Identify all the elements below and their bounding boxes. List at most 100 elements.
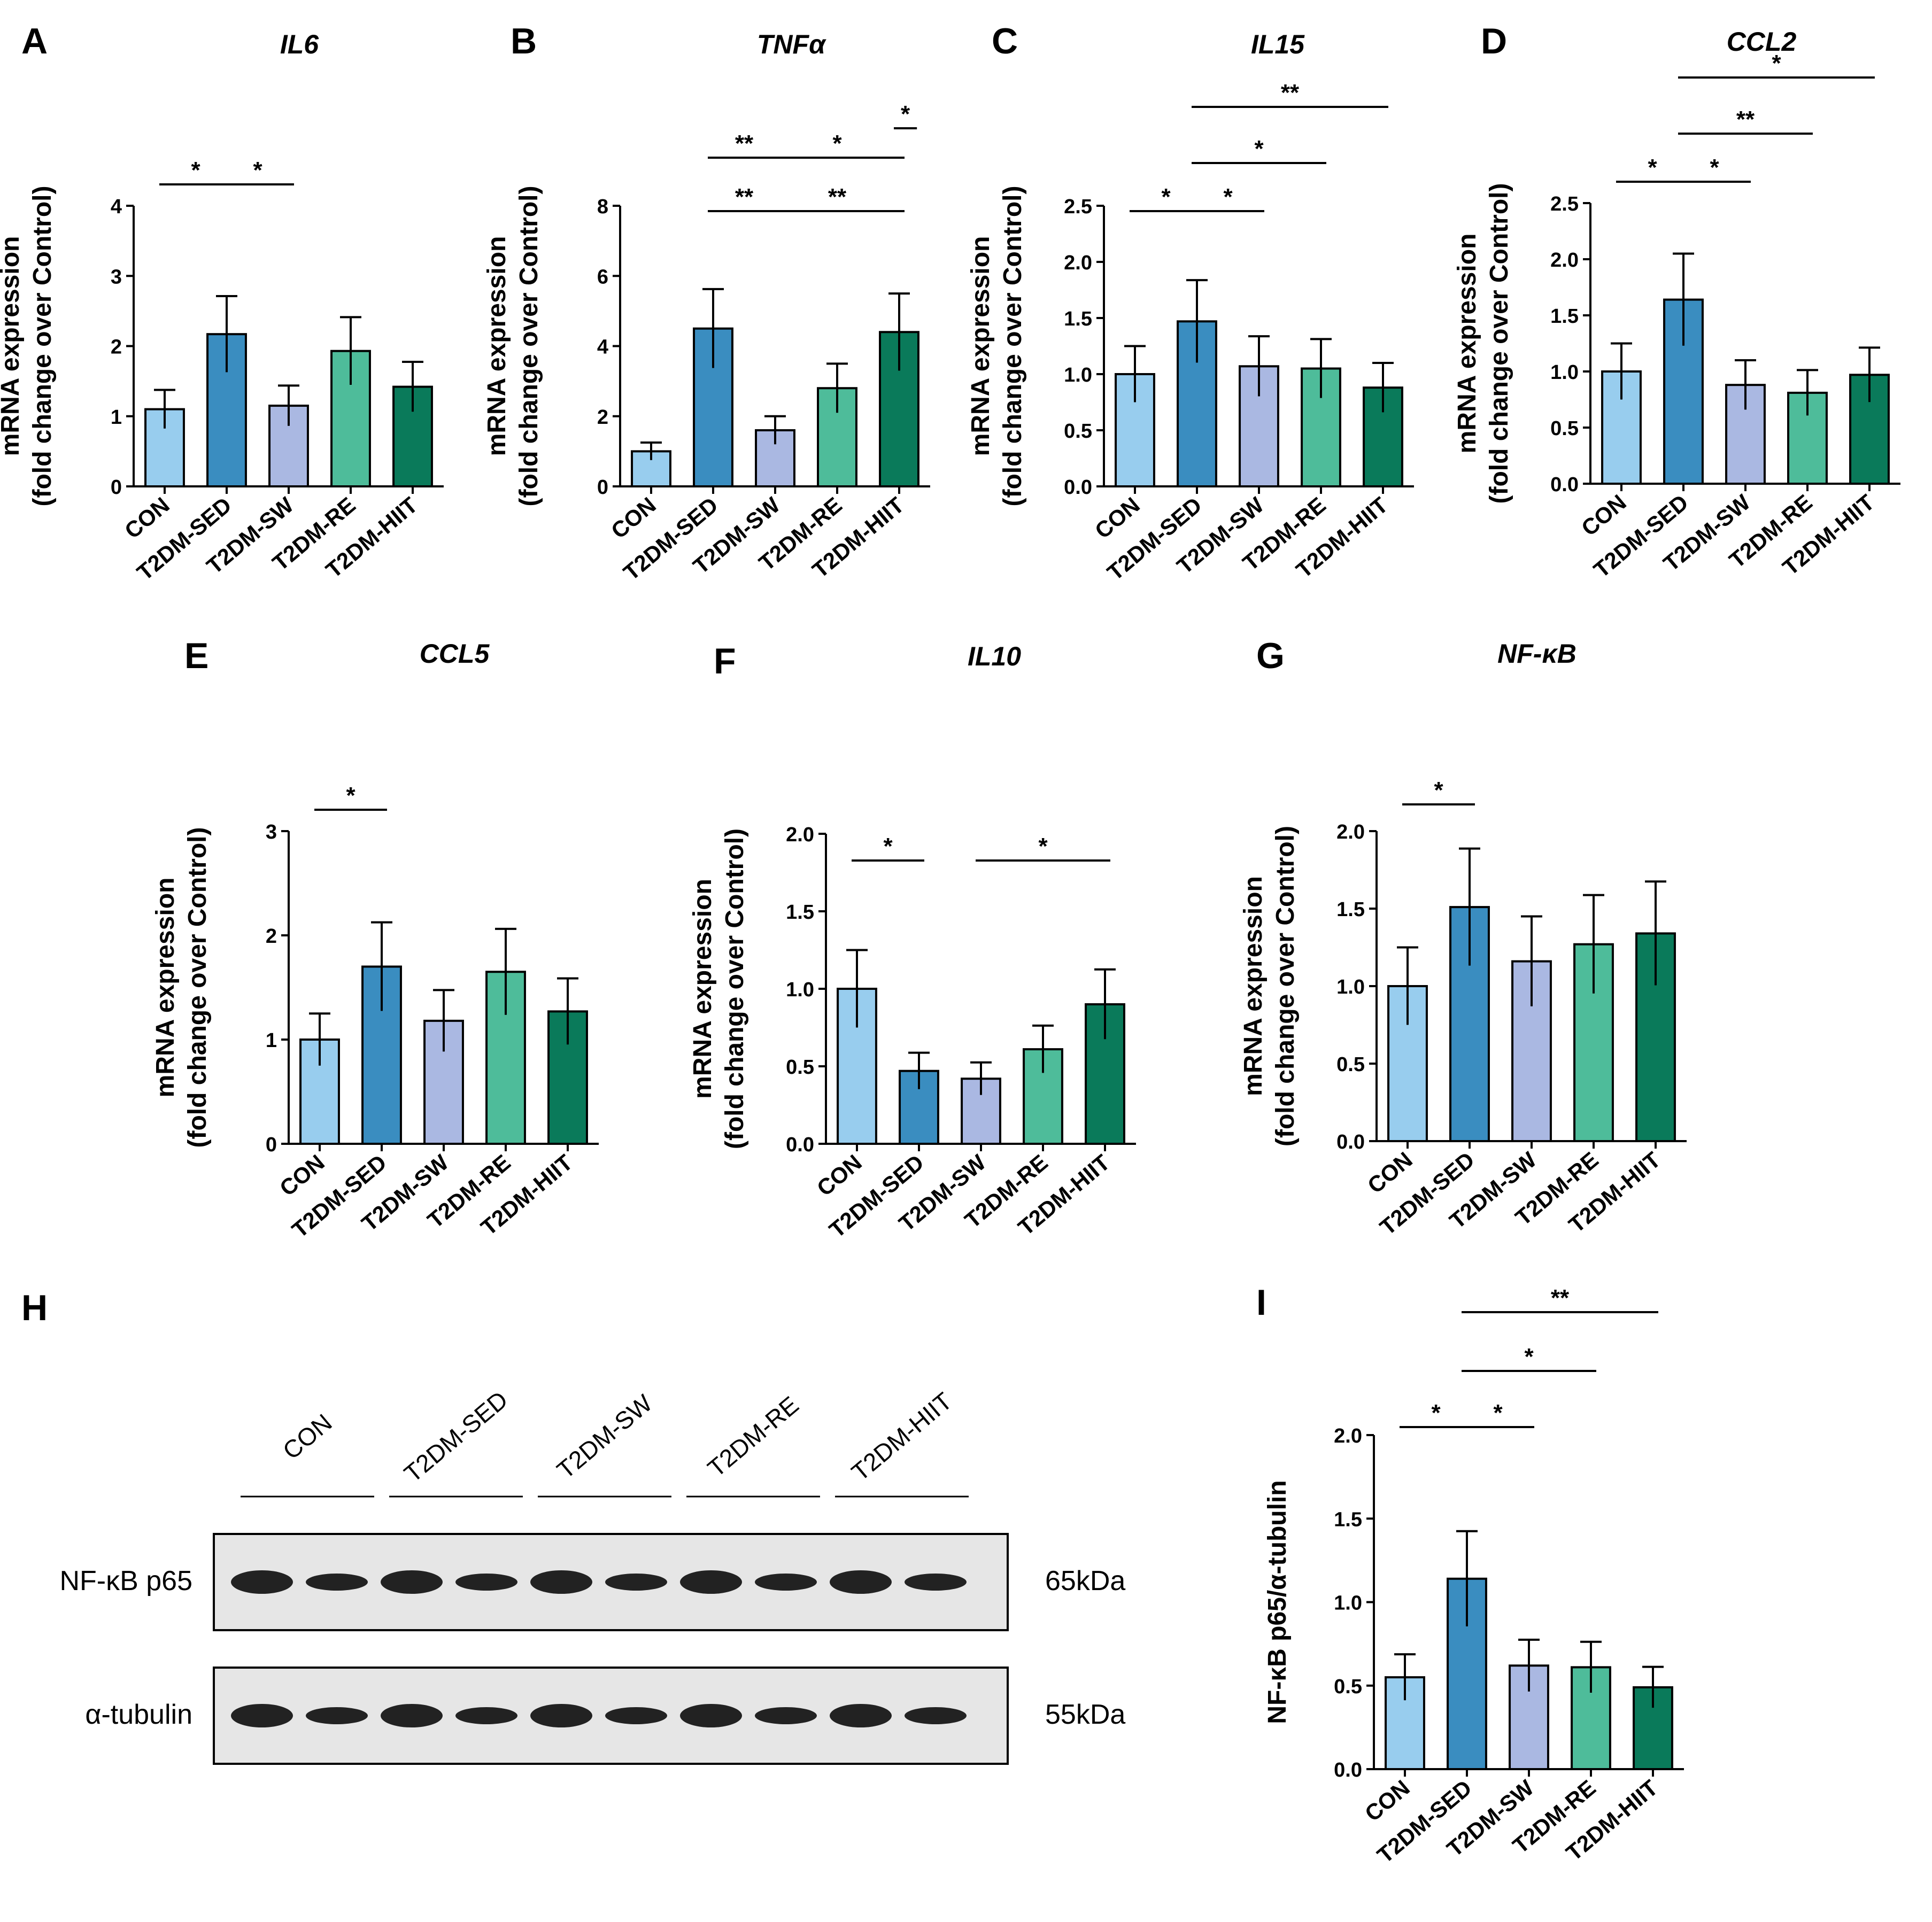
sig-label: ** (1736, 106, 1755, 133)
band (830, 1570, 892, 1594)
y-tick-label: 0.0 (786, 1134, 814, 1156)
blot-row-label: α-tubulin (85, 1699, 192, 1730)
panel-letter: B (511, 21, 537, 61)
y-tick-label: 0 (597, 476, 608, 499)
band (381, 1704, 443, 1727)
y-axis-label: mRNA expression (1239, 876, 1268, 1096)
bar (817, 387, 857, 487)
panel-letter: I (1256, 1282, 1266, 1323)
panel-letter: C (992, 21, 1018, 61)
y-tick-label: 2.0 (1550, 249, 1579, 272)
sig-label: * (1434, 777, 1443, 803)
y-tick-label: 0.0 (1064, 476, 1092, 499)
chart-title: TNFα (757, 29, 826, 59)
x-tick-label: CON (1360, 1775, 1415, 1826)
y-tick-label: 2.0 (1064, 252, 1092, 274)
y-tick-label: 0.5 (1550, 417, 1579, 440)
x-tick-label: CON (812, 1150, 867, 1201)
y-tick-label: 0.5 (786, 1056, 814, 1079)
x-tick-label: CON (1090, 492, 1145, 544)
sig-label: * (1431, 1400, 1441, 1426)
y-tick-label: 1.0 (1334, 1592, 1362, 1615)
chart-I: I0.00.51.01.52.0NF-κB p65/α-tubulinCONT2… (1256, 1282, 1684, 1868)
y-axis-label-2: (fold change over Control) (999, 186, 1027, 507)
blot-size-label: 65kDa (1045, 1565, 1125, 1596)
y-tick-label: 0.0 (1550, 474, 1579, 496)
x-tick-label: CON (1576, 490, 1631, 541)
y-tick-label: 1.0 (786, 979, 814, 1001)
y-tick-label: 1.5 (1334, 1508, 1362, 1531)
band (306, 1574, 368, 1591)
band (530, 1704, 592, 1727)
chart-title: IL10 (968, 641, 1021, 671)
sig-label: ** (828, 184, 847, 210)
band (830, 1704, 892, 1727)
panel-letter: A (21, 21, 48, 61)
band (231, 1704, 293, 1727)
y-axis-label-2: (fold change over Control) (28, 186, 57, 507)
y-tick-label: 0.0 (1334, 1759, 1362, 1781)
band (905, 1707, 967, 1724)
y-tick-label: 0.5 (1334, 1676, 1362, 1698)
y-tick-label: 3 (266, 821, 277, 843)
chart-title: IL6 (280, 29, 319, 59)
y-tick-label: 2.0 (1334, 1425, 1362, 1447)
y-tick-label: 4 (111, 196, 122, 218)
x-tick-label: CON (275, 1150, 329, 1201)
panel-letter: G (1256, 636, 1285, 676)
sig-label: * (253, 157, 262, 183)
y-tick-label: 4 (597, 336, 608, 359)
chart-D: D CCL2 0.0 0.5 1.0 1.5 2.0 2.5 mRNA expression (f… (1453, 21, 1900, 583)
y-tick-label: 0.5 (1336, 1053, 1365, 1076)
y-tick-label: 6 (597, 266, 608, 288)
y-tick-label: 0.0 (1336, 1131, 1365, 1153)
chart-title: CCL5 (420, 639, 490, 669)
y-tick-label: 2 (266, 925, 277, 948)
sig-label: * (1772, 50, 1781, 76)
sig-label: * (1710, 154, 1719, 181)
y-axis-label-2: (fold change over Control) (1271, 826, 1300, 1146)
sig-label: * (1524, 1344, 1534, 1370)
lane-label: T2DM-RE (702, 1391, 804, 1482)
chart-title: IL15 (1251, 29, 1305, 59)
panel-letter: F (714, 641, 736, 681)
y-tick-label: 1.5 (786, 901, 814, 924)
y-tick-label: 2.5 (1064, 196, 1092, 218)
panel-letter: D (1481, 21, 1507, 61)
band (306, 1707, 368, 1724)
y-tick-label: 2 (111, 336, 122, 359)
y-tick-label: 1.5 (1064, 308, 1092, 330)
y-axis-label: mRNA expression (151, 878, 180, 1098)
y-tick-label: 0.5 (1064, 420, 1092, 443)
y-tick-label: 1 (111, 406, 122, 429)
lane-label: T2DM-SW (552, 1389, 658, 1484)
chart-title: NF-κB (1497, 639, 1576, 669)
western-blot: H CON T2DM-SED T2DM-SW T2DM-RE T2DM-HIIT NF-κB… (21, 1288, 1125, 1765)
lane-label: T2DM-SED (399, 1385, 513, 1487)
sig-label: * (346, 782, 356, 809)
sig-label: * (901, 101, 910, 127)
sig-label: * (1254, 136, 1264, 162)
y-axis-label-2: (fold change over Control) (183, 827, 212, 1148)
y-axis-label: mRNA expression (967, 236, 995, 456)
band (605, 1707, 667, 1724)
y-tick-label: 8 (597, 196, 608, 218)
chart-G: G NF-κB 0.0 0.5 1.0 1.5 2.0 mRNA expression (fol… (1239, 636, 1687, 1240)
band (530, 1570, 592, 1594)
y-tick-label: 1.5 (1336, 898, 1365, 921)
bar (961, 1078, 1001, 1145)
y-tick-label: 2.5 (1550, 193, 1579, 215)
y-tick-label: 1.0 (1064, 364, 1092, 386)
sig-label: ** (1551, 1285, 1570, 1311)
y-tick-label: 2.0 (1336, 821, 1365, 843)
y-tick-label: 3 (111, 266, 122, 288)
sig-label: ** (1281, 80, 1300, 106)
lane-label: T2DM-HIIT (846, 1387, 957, 1486)
sig-label: ** (735, 184, 754, 210)
y-tick-label: 1.0 (1550, 361, 1579, 384)
panel-letter: H (21, 1288, 48, 1328)
sig-label: * (1223, 184, 1233, 210)
chart-title: CCL2 (1727, 27, 1797, 57)
band (680, 1704, 742, 1727)
